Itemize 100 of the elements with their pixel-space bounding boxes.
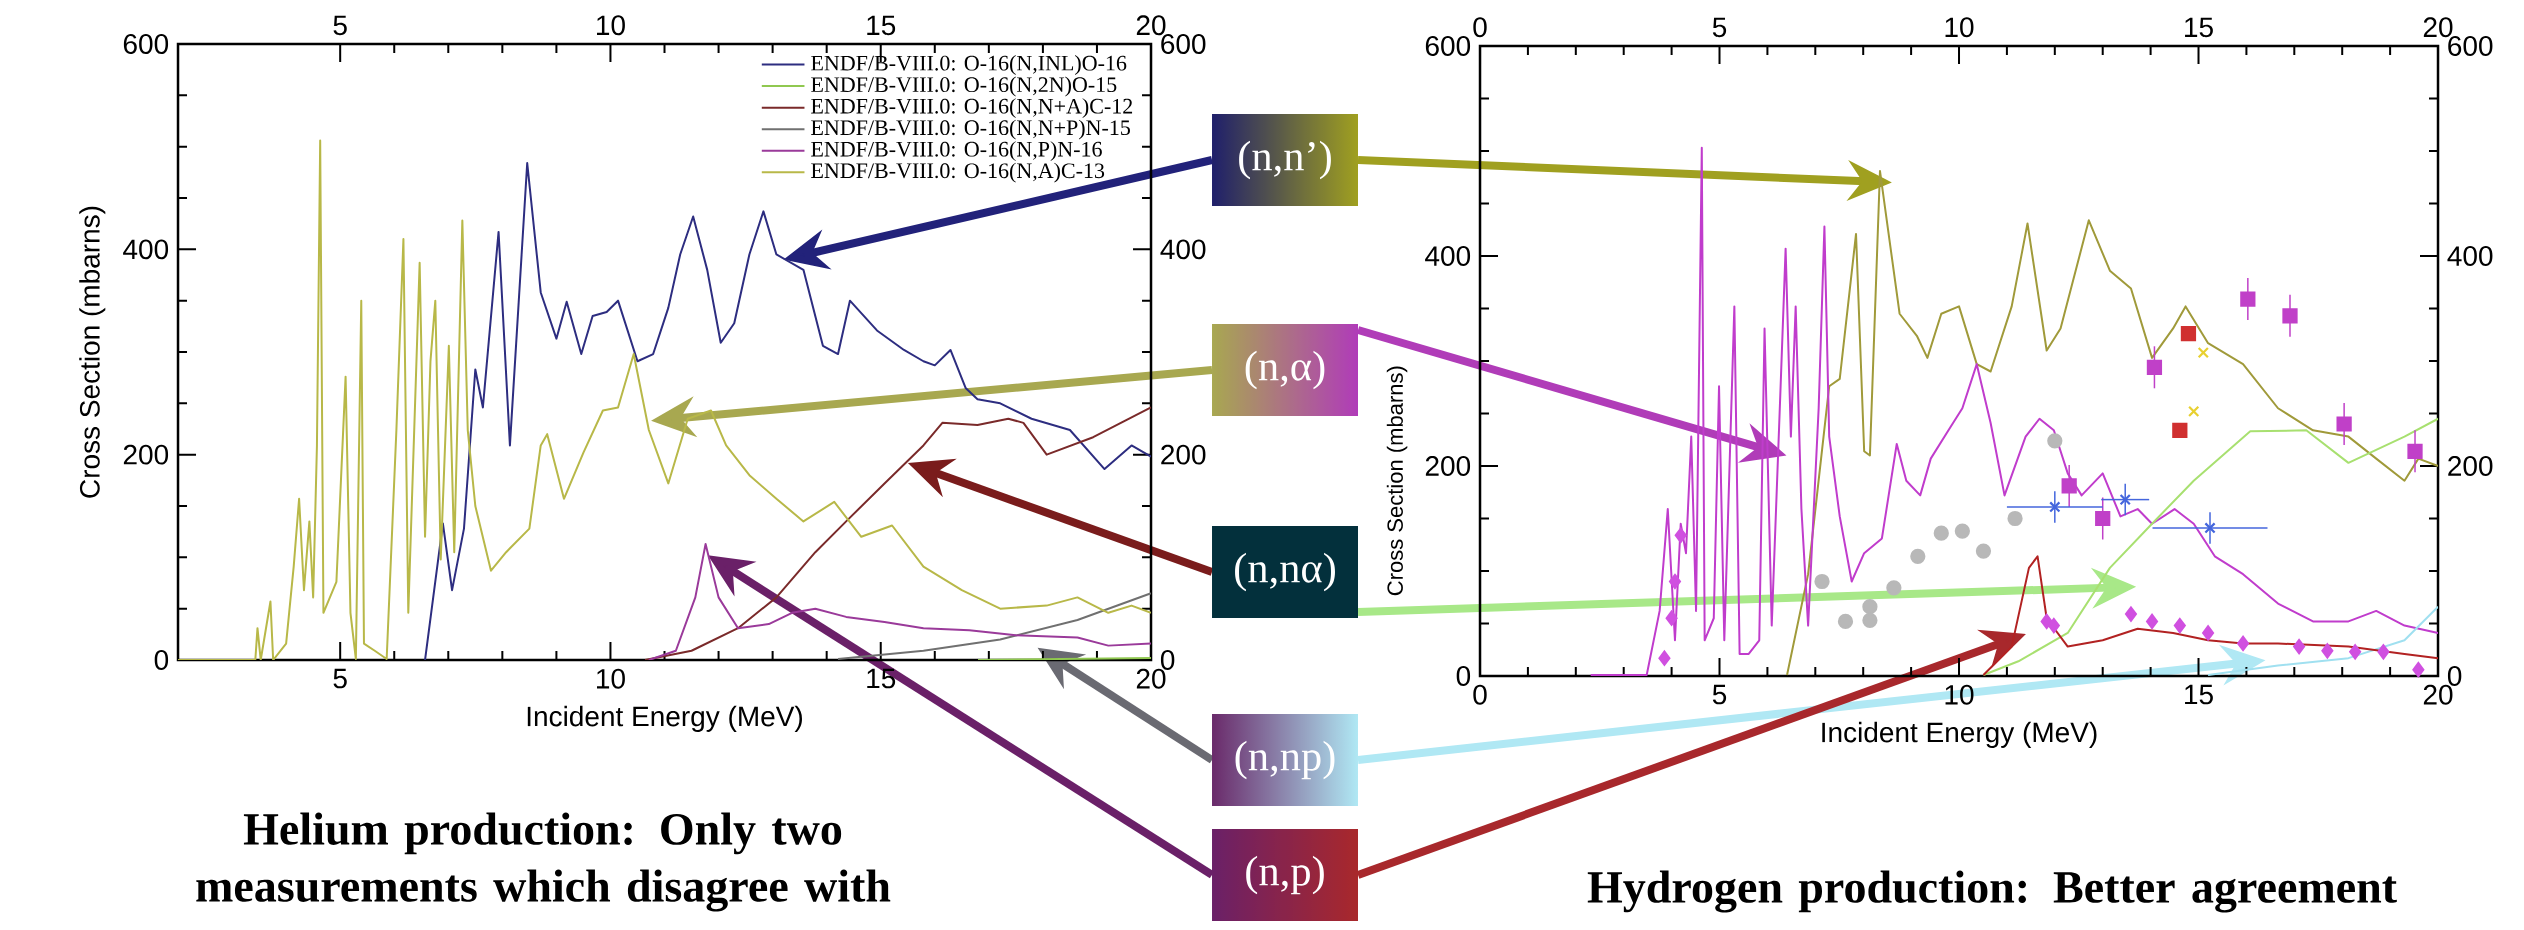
legend-label: ENDF/B-VIII.0: O-16(N,P)N-16 [811, 141, 1102, 162]
point [2007, 510, 2023, 527]
point [2412, 662, 2425, 678]
y2-tick-label: 400 [2447, 246, 2493, 266]
legend-label: ENDF/B-VIII.0: O-16(N,INL)O-16 [811, 55, 1127, 76]
y2-tick-label: 0 [1160, 650, 1175, 670]
x-tick-label: 20 [2423, 684, 2453, 705]
y-tick-label: 400 [123, 239, 169, 260]
legend-label: ENDF/B-VIII.0: O-16(N,N+P)N-15 [811, 119, 1130, 140]
point [1975, 543, 1992, 559]
point [1954, 523, 1970, 539]
line-series [424, 162, 1152, 660]
point [2202, 625, 2215, 641]
x-tick-label: 0 [1473, 684, 1487, 705]
y2-tick-label: 600 [2448, 36, 2493, 56]
point [2407, 443, 2423, 459]
x-tick-label: 20 [1136, 668, 1166, 689]
text: Helium production: Only two measurements which disagree with [196, 812, 891, 912]
point [2197, 346, 2210, 359]
x-tick-label: 15 [2185, 684, 2213, 705]
point [1862, 612, 1878, 628]
text: (n,np) [1235, 740, 1335, 780]
y-axis-title: Cross Section (mbarns) [1386, 366, 1408, 596]
point [1665, 610, 1678, 626]
point [2180, 326, 2197, 342]
point [1886, 580, 1902, 596]
legend-label: ENDF/B-VIII.0: O-16(N,2N)O-15 [811, 76, 1117, 97]
x2-tick-label: 20 [2423, 17, 2453, 38]
text: Hydrogen production: Better agreement [1587, 870, 2397, 913]
y-tick-label: 200 [123, 444, 169, 465]
point [2293, 638, 2306, 655]
line-series [1982, 417, 2439, 676]
point [2047, 617, 2060, 634]
y-tick-label: 0 [154, 650, 169, 670]
point [2237, 635, 2250, 652]
point [2336, 416, 2352, 432]
point [2146, 613, 2159, 630]
y-tick-label: 600 [1425, 36, 1471, 56]
point [1668, 573, 1681, 590]
x-axis-title: Incident Energy (MeV) [527, 705, 802, 732]
y2-tick-label: 600 [1161, 34, 1206, 54]
point [2124, 606, 2137, 622]
x2-tick-label: 5 [1712, 17, 1727, 38]
x2-tick-label: 10 [597, 15, 625, 36]
y2-tick-label: 200 [1161, 444, 1206, 465]
x2-tick-label: 0 [1473, 17, 1487, 38]
point [2349, 644, 2362, 660]
line-series [2207, 605, 2439, 676]
line-series [1786, 169, 2439, 676]
x2-tick-label: 15 [2185, 17, 2213, 38]
point [2146, 359, 2163, 375]
line-series [647, 542, 1152, 660]
point [1933, 525, 1949, 541]
point [2049, 501, 2061, 513]
text: (n,nα) [1235, 552, 1335, 592]
line-series [1982, 555, 2439, 676]
point [2204, 522, 2216, 534]
point [2061, 478, 2077, 494]
point [2172, 422, 2188, 438]
text: (n,p) [1246, 855, 1324, 895]
point [1658, 650, 1671, 666]
point [1814, 573, 1830, 590]
x2-tick-label: 15 [867, 15, 896, 36]
point [1910, 548, 1926, 564]
y2-tick-label: 400 [1160, 239, 1206, 260]
x-tick-label: 10 [1945, 684, 1974, 705]
legend-label: ENDF/B-VIII.0: O-16(N,A)C-13 [811, 162, 1105, 183]
point [1674, 527, 1687, 543]
x-tick-label: 10 [597, 668, 625, 689]
text: (n,n’) [1239, 140, 1331, 180]
x2-tick-label: 20 [1136, 15, 1166, 36]
text: (n,α) [1245, 350, 1325, 390]
line-series [837, 592, 1152, 660]
y2-tick-label: 200 [2448, 456, 2493, 476]
point [1837, 613, 1854, 630]
point [2095, 510, 2111, 527]
x-tick-label: 5 [1712, 684, 1727, 705]
x2-tick-label: 10 [1945, 17, 1974, 38]
y-tick-label: 200 [1425, 456, 1471, 476]
point [2047, 433, 2063, 449]
legend-label: ENDF/B-VIII.0: O-16(N,N+A)C-12 [811, 98, 1133, 119]
point [2377, 644, 2390, 660]
point [2240, 291, 2256, 307]
x-tick-label: 5 [333, 668, 347, 689]
point [2040, 613, 2053, 630]
x2-tick-label: 5 [333, 15, 347, 36]
point [2321, 643, 2334, 659]
line-series [644, 406, 1152, 660]
line-series [1589, 146, 2439, 676]
x-axis-title: Incident Energy (MeV) [1822, 721, 2097, 748]
point [1862, 599, 1878, 615]
y-tick-label: 400 [1425, 246, 1471, 266]
point [2119, 493, 2131, 506]
point [2173, 617, 2186, 634]
y-tick-label: 600 [123, 34, 169, 54]
line-series [178, 139, 1152, 660]
y-axis-title: Cross Section (mbarns) [79, 206, 106, 498]
point [2282, 308, 2298, 324]
x-tick-label: 15 [867, 668, 896, 689]
point [2187, 405, 2200, 418]
